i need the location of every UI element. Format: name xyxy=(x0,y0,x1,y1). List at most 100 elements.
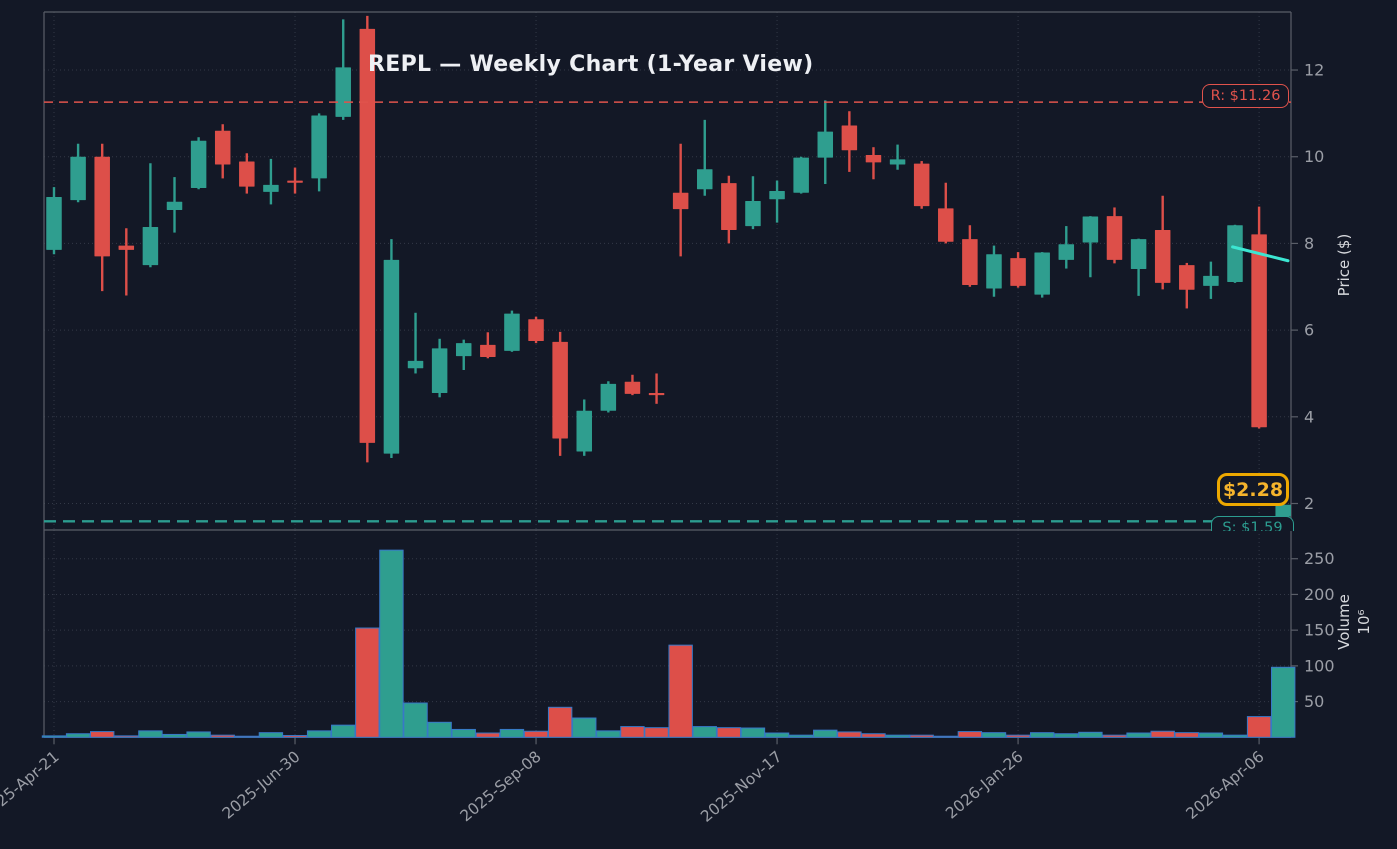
candle xyxy=(962,225,978,287)
candle xyxy=(1106,207,1123,264)
tick-label: 2025-Nov-17 xyxy=(697,748,785,826)
candle-body-up xyxy=(793,157,809,193)
candle xyxy=(528,316,544,344)
candle xyxy=(1058,226,1075,269)
candle xyxy=(455,339,472,370)
tick-label: 250 xyxy=(1304,549,1335,568)
volume-bar xyxy=(1005,734,1031,738)
candle xyxy=(913,161,930,209)
candle-body-down xyxy=(1010,258,1026,286)
tick-label: 2026-Jan-26 xyxy=(942,748,1026,823)
candle xyxy=(480,332,496,359)
candle xyxy=(263,158,279,205)
candle-body-up xyxy=(70,156,86,201)
price-axis-title: Price ($) xyxy=(1335,234,1353,297)
candles xyxy=(46,15,1291,520)
candle xyxy=(1251,206,1267,429)
candle-body-up xyxy=(431,348,448,393)
candle-body-up xyxy=(1227,225,1243,283)
candle-body-up xyxy=(190,140,207,188)
candle-body-up xyxy=(1130,239,1147,269)
volume-bar xyxy=(379,549,404,738)
volume-bar xyxy=(1150,730,1175,738)
volume-bar xyxy=(885,734,910,738)
tick-label: 50 xyxy=(1304,692,1324,711)
volume-bar xyxy=(1174,732,1199,738)
volume-bar xyxy=(933,735,958,738)
candle xyxy=(142,163,159,268)
candle xyxy=(1203,261,1219,299)
volume-bar xyxy=(114,735,139,738)
candle-body-down xyxy=(528,319,544,341)
volume-bar xyxy=(523,730,549,738)
candle-body-up xyxy=(166,201,183,211)
support-label-text: S: $1.59 xyxy=(1222,520,1283,531)
candle xyxy=(70,143,86,203)
candle xyxy=(287,167,303,194)
candle xyxy=(1034,252,1050,298)
candle xyxy=(335,19,351,120)
candle-body-up xyxy=(142,226,159,266)
candle-body-down xyxy=(118,245,135,250)
resistance-label-text: R: $11.26 xyxy=(1210,88,1281,104)
candle-body-up xyxy=(1203,275,1219,286)
support-label: S: $1.59 xyxy=(1211,516,1294,531)
candle xyxy=(1227,224,1243,283)
candle xyxy=(576,399,592,456)
volume-axis-title: Volume xyxy=(1335,594,1353,650)
candle-body-down xyxy=(214,130,231,165)
volume-bar xyxy=(162,733,187,738)
volume-bar xyxy=(1054,733,1079,738)
candle-body-down xyxy=(287,180,303,183)
candle-body-down xyxy=(962,239,978,286)
candle-body-up xyxy=(986,254,1002,289)
candle xyxy=(817,100,834,185)
volume-bar xyxy=(957,731,983,738)
candle xyxy=(118,228,135,296)
candle-body-down xyxy=(938,208,954,242)
volume-bar xyxy=(306,730,332,738)
candle xyxy=(311,113,327,192)
volume-bar xyxy=(644,727,669,738)
candle xyxy=(94,143,110,292)
volume-bar xyxy=(692,726,717,738)
volume-bar xyxy=(499,728,525,738)
candle xyxy=(648,373,665,404)
trendline xyxy=(1231,245,1290,263)
candle-body-up xyxy=(455,343,472,357)
candle xyxy=(166,177,183,233)
candle-body-up xyxy=(745,200,761,227)
candle-body-down xyxy=(1179,265,1195,290)
volume-bar xyxy=(427,721,452,738)
last-price-tag: $2.28 xyxy=(1217,473,1289,506)
candle xyxy=(889,144,906,170)
candle-body-up xyxy=(335,67,351,117)
candle-body-down xyxy=(841,125,858,151)
volume-bar xyxy=(403,702,428,738)
candle xyxy=(214,124,231,179)
candle-body-down xyxy=(721,183,737,230)
candle-body-down xyxy=(359,28,376,443)
volume-bar xyxy=(813,729,838,738)
candle xyxy=(986,245,1002,297)
volume-bar xyxy=(740,727,766,738)
candle xyxy=(1082,216,1099,278)
volume-bar xyxy=(210,734,235,738)
volume-bar xyxy=(547,706,573,738)
candle-body-up xyxy=(600,383,617,411)
tick-label: 12 xyxy=(1304,61,1324,80)
candle-body-up xyxy=(1034,252,1050,295)
volume-bar xyxy=(1102,734,1127,738)
candle-body-up xyxy=(311,115,327,179)
volume-bars xyxy=(41,549,1296,738)
candle-body-down xyxy=(648,392,665,396)
candle xyxy=(46,187,62,255)
tick-label: 6 xyxy=(1304,321,1314,340)
candle xyxy=(431,338,448,398)
candle xyxy=(793,156,809,194)
candle xyxy=(841,111,858,172)
candle-body-up xyxy=(576,410,592,452)
tick-label: 2025-Apr-21 xyxy=(0,748,63,823)
tick-label: 2025-Sep-08 xyxy=(457,748,545,826)
